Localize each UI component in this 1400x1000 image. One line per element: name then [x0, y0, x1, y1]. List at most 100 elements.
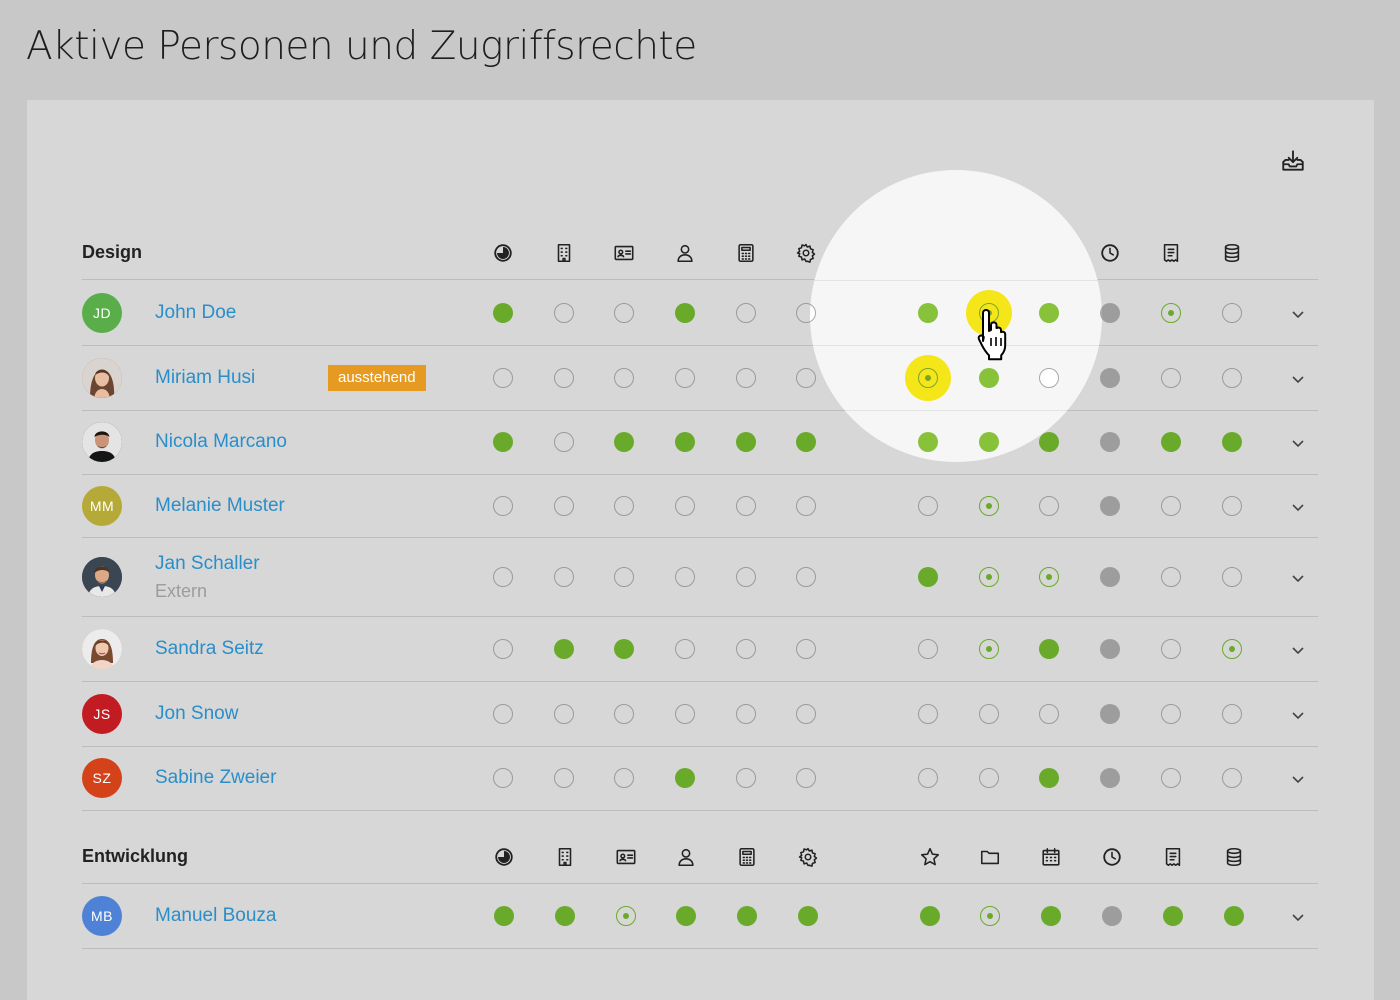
permission-person[interactable] [675, 495, 695, 516]
magnified-permission[interactable] [810, 432, 816, 452]
permission-clock[interactable] [1100, 302, 1120, 323]
permission-folder[interactable] [979, 768, 999, 788]
permission-id-card[interactable] [614, 432, 634, 452]
person-name-link[interactable]: Sabine Zweier [155, 767, 277, 788]
permission-calculator[interactable] [736, 638, 756, 659]
permission-calendar[interactable] [1039, 495, 1059, 516]
permission-receipt[interactable] [1161, 638, 1181, 659]
permission-receipt[interactable] [1161, 432, 1181, 452]
person-name-link[interactable]: Melanie Muster [155, 494, 285, 516]
magnified-permission[interactable] [1039, 432, 1059, 452]
permission-folder[interactable] [979, 495, 999, 516]
permission-pie-chart[interactable] [494, 906, 514, 926]
permission-gear[interactable] [796, 566, 816, 587]
magnified-permission[interactable] [918, 302, 938, 323]
magnified-permission[interactable] [1100, 432, 1102, 452]
permission-star[interactable] [918, 495, 938, 516]
person-name-link[interactable]: Jan Schaller [155, 552, 260, 574]
permission-id-card[interactable] [614, 703, 634, 724]
permission-id-card[interactable] [614, 566, 634, 587]
permission-building[interactable] [554, 302, 574, 323]
permission-clock[interactable] [1102, 906, 1122, 926]
permission-building[interactable] [554, 367, 574, 388]
permission-receipt[interactable] [1161, 302, 1181, 323]
permission-building[interactable] [555, 906, 575, 926]
permission-clock[interactable] [1100, 566, 1120, 587]
person-name-link[interactable]: Jon Snow [155, 702, 239, 724]
permission-person[interactable] [675, 768, 695, 788]
permission-star[interactable] [920, 906, 940, 926]
permission-pie-chart[interactable] [493, 432, 513, 452]
permission-clock[interactable] [1100, 495, 1120, 516]
magnified-permission[interactable] [1100, 302, 1102, 323]
permission-gear[interactable] [796, 495, 816, 516]
permission-database[interactable] [1224, 906, 1244, 926]
permission-calendar[interactable] [1039, 566, 1059, 587]
permission-id-card[interactable] [614, 495, 634, 516]
permission-pie-chart[interactable] [493, 495, 513, 516]
expand-row-button[interactable] [1286, 905, 1310, 929]
expand-row-button[interactable] [1286, 638, 1310, 662]
download-button[interactable] [1280, 148, 1306, 174]
expand-row-button[interactable] [1286, 767, 1310, 791]
permission-calculator[interactable] [737, 906, 757, 926]
permission-building[interactable] [554, 432, 574, 452]
permission-calculator[interactable] [736, 495, 756, 516]
permission-folder[interactable] [979, 566, 999, 587]
permission-star[interactable] [918, 703, 938, 724]
permission-calendar[interactable] [1039, 768, 1059, 788]
permission-gear[interactable] [796, 768, 816, 788]
permission-person[interactable] [675, 703, 695, 724]
permission-building[interactable] [554, 638, 574, 659]
permission-clock[interactable] [1100, 638, 1120, 659]
permission-id-card[interactable] [614, 638, 634, 659]
permission-folder[interactable] [979, 703, 999, 724]
permission-calendar[interactable] [1039, 703, 1059, 724]
permission-gear[interactable] [798, 906, 818, 926]
permission-calculator[interactable] [736, 703, 756, 724]
expand-row-button[interactable] [1286, 495, 1310, 519]
permission-building[interactable] [554, 703, 574, 724]
permission-star[interactable] [918, 638, 938, 659]
permission-calendar[interactable] [1041, 906, 1061, 926]
permission-person[interactable] [675, 566, 695, 587]
permission-calculator[interactable] [736, 367, 756, 388]
permission-database[interactable] [1222, 566, 1242, 587]
permission-person[interactable] [675, 302, 695, 323]
permission-id-card[interactable] [614, 367, 634, 388]
expand-row-button[interactable] [1286, 367, 1310, 391]
person-name-link[interactable]: Manuel Bouza [155, 905, 277, 926]
permission-id-card[interactable] [614, 768, 634, 788]
magnified-permission[interactable] [979, 432, 999, 452]
permission-database[interactable] [1222, 495, 1242, 516]
permission-folder[interactable] [980, 906, 1000, 926]
permission-receipt[interactable] [1161, 566, 1181, 587]
permission-building[interactable] [554, 566, 574, 587]
permission-person[interactable] [675, 638, 695, 659]
magnified-permission[interactable] [1039, 302, 1059, 323]
magnified-permission[interactable] [1039, 367, 1059, 388]
permission-gear[interactable] [796, 638, 816, 659]
expand-row-button[interactable] [1286, 302, 1310, 326]
permission-building[interactable] [554, 495, 574, 516]
magnified-permission[interactable] [810, 302, 816, 323]
magnified-permission[interactable] [979, 367, 999, 388]
permission-pie-chart[interactable] [493, 768, 513, 788]
permission-receipt[interactable] [1161, 495, 1181, 516]
permission-clock[interactable] [1100, 703, 1120, 724]
permission-star[interactable] [918, 566, 938, 587]
magnified-permission[interactable] [1100, 367, 1102, 388]
person-name-link[interactable]: Miriam Husi [155, 366, 256, 388]
permission-id-card[interactable] [614, 302, 634, 323]
permission-star[interactable] [918, 768, 938, 788]
permission-database[interactable] [1222, 638, 1242, 659]
permission-building[interactable] [554, 768, 574, 788]
expand-row-button[interactable] [1286, 566, 1310, 590]
magnified-permission[interactable] [918, 432, 938, 452]
permission-pie-chart[interactable] [493, 703, 513, 724]
permission-receipt[interactable] [1161, 768, 1181, 788]
permission-database[interactable] [1222, 367, 1242, 388]
permission-gear[interactable] [796, 703, 816, 724]
expand-row-button[interactable] [1286, 431, 1310, 455]
permission-database[interactable] [1222, 302, 1242, 323]
